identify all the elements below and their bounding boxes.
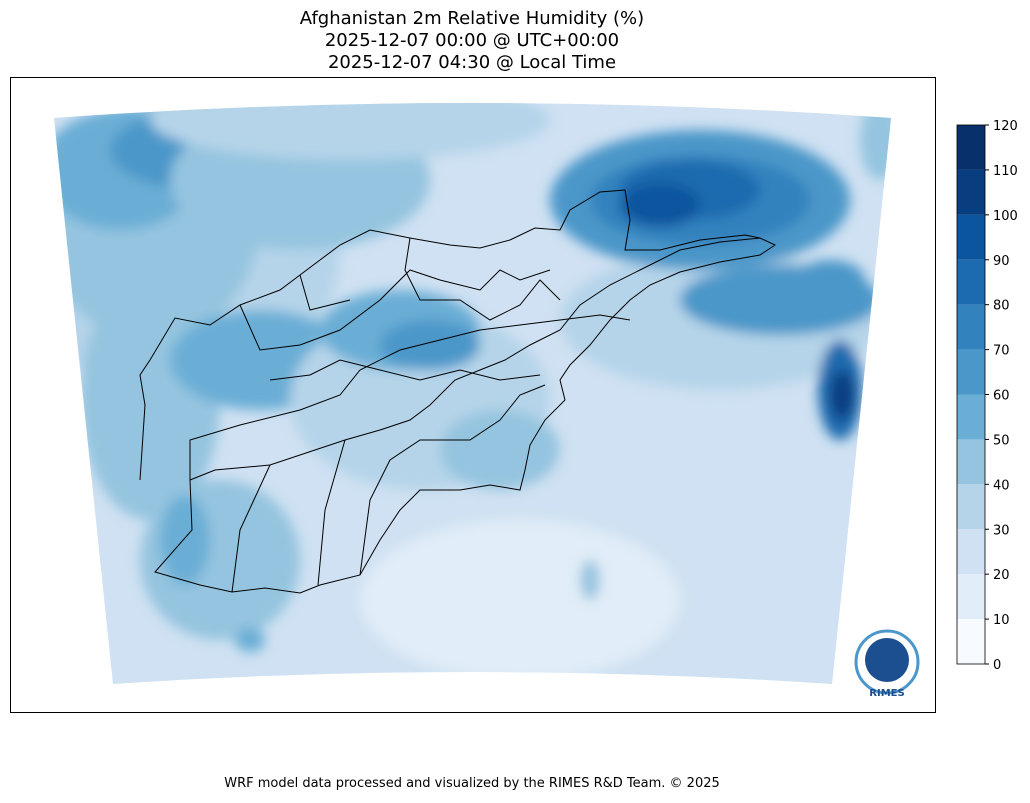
- colorbar-segment: [957, 619, 985, 664]
- humidity-blob: [620, 183, 700, 227]
- colorbar-segment: [957, 259, 985, 305]
- humidity-blob: [150, 103, 550, 160]
- title-line: Afghanistan 2m Relative Humidity (%): [300, 8, 644, 29]
- logo: RIMES: [854, 629, 920, 699]
- title-line: 2025-12-07 04:30 @ Local Time: [328, 52, 616, 73]
- colorbar-tick-label: 30: [993, 523, 1010, 538]
- colorbar-segment: [957, 169, 985, 215]
- colorbar-tick-label: 10: [993, 613, 1010, 628]
- humidity-blob: [360, 520, 680, 680]
- country-borders: [139, 189, 777, 594]
- colorbar-segment: [957, 439, 985, 485]
- contour-layers: [54, 103, 891, 680]
- colorbar-tick-label: 80: [993, 299, 1010, 314]
- colorbar-tick-label: 110: [993, 164, 1018, 179]
- colorbar-segment: [957, 394, 985, 440]
- colorbar-tick-label: 70: [993, 344, 1010, 359]
- humidity-blob: [830, 370, 854, 420]
- map-frame: [10, 77, 936, 713]
- colorbar-tick-label: 50: [993, 433, 1010, 448]
- colorbar-tick-label: 120: [993, 119, 1018, 134]
- colorbar-tick-label: 60: [993, 389, 1010, 404]
- colorbar-tick-label: 100: [993, 209, 1018, 224]
- colorbar-segment: [957, 529, 985, 575]
- title-line: 2025-12-07 00:00 @ UTC+00:00: [325, 30, 619, 51]
- humidity-blob: [235, 628, 265, 652]
- footer: WRF model data processed and visualized …: [224, 776, 720, 791]
- humidity-blob: [380, 320, 480, 370]
- colorbar-segment: [957, 484, 985, 530]
- colorbar-segment: [957, 214, 985, 260]
- colorbar-segment: [957, 349, 985, 395]
- humidity-blob: [440, 410, 560, 490]
- humidity-blob: [160, 495, 210, 585]
- colorbar-tick-label: 0: [993, 658, 1001, 673]
- colorbar-tick-label: 40: [993, 478, 1010, 493]
- logo-text: RIMES: [869, 688, 904, 699]
- humidity-field: [54, 103, 891, 684]
- humidity-blob: [860, 103, 891, 180]
- colorbar-tick-label: 20: [993, 568, 1010, 583]
- humidity-blob: [795, 260, 865, 300]
- colorbar-segment: [957, 574, 985, 620]
- colorbar-segment: [957, 304, 985, 350]
- colorbar-segment: [957, 125, 985, 170]
- colorbar: 0 10 20 30 40 50 60 70 80 90 100 110 120: [956, 119, 1018, 673]
- colorbar-tick-label: 90: [993, 254, 1010, 269]
- humidity-blob: [580, 560, 600, 600]
